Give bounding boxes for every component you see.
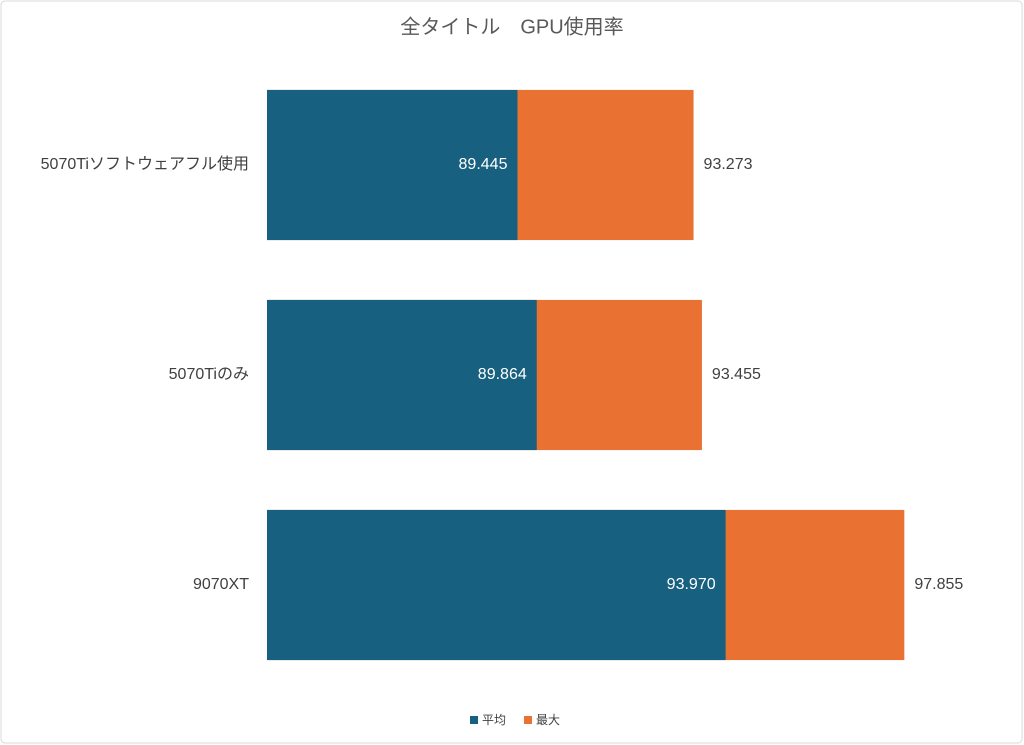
- y-tick-label: 9070XT: [193, 576, 249, 593]
- data-label: 93.273: [704, 156, 753, 173]
- chart-title: 全タイトル GPU使用率: [400, 15, 623, 38]
- bar: [267, 299, 537, 451]
- data-label: 93.970: [667, 576, 716, 593]
- data-label: 93.455: [712, 366, 761, 383]
- legend-label: 最大: [536, 713, 560, 727]
- legend-swatch: [470, 716, 478, 724]
- legend-label: 平均: [482, 713, 506, 727]
- legend-swatch: [524, 716, 533, 724]
- y-tick-label: 5070Tiのみ: [169, 366, 249, 383]
- data-label: 97.855: [914, 576, 963, 593]
- y-tick-label: 5070Tiソフトウェアフル使用: [41, 155, 249, 173]
- data-label: 89.445: [459, 156, 508, 173]
- bar: [267, 89, 518, 241]
- bar: [267, 509, 726, 661]
- data-label: 89.864: [478, 366, 527, 383]
